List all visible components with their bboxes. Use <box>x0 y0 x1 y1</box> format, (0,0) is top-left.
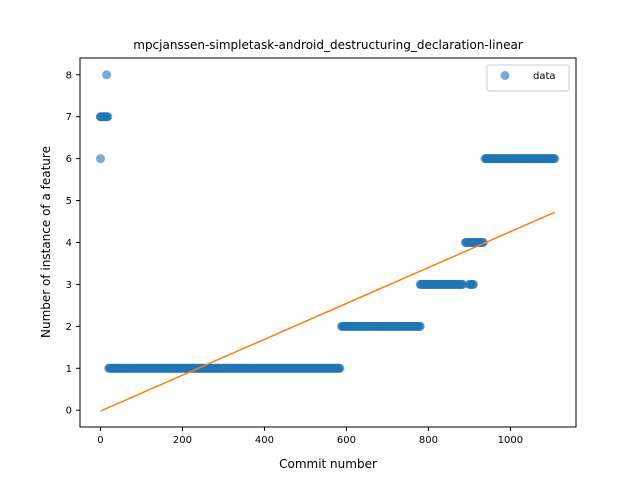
y-tick-label: 1 <box>66 364 72 375</box>
x-tick-label: 200 <box>173 435 192 446</box>
data-point <box>550 154 560 164</box>
y-tick-label: 7 <box>66 112 72 123</box>
plot-frame <box>79 57 577 428</box>
data-point <box>95 154 105 164</box>
y-tick-label: 3 <box>66 280 72 291</box>
x-tick-label: 0 <box>97 435 103 446</box>
data-point <box>458 279 468 289</box>
y-tick-label: 8 <box>66 70 72 81</box>
x-axis-label: Commit number <box>279 457 377 471</box>
y-axis-label: Number of instance of a feature <box>39 146 53 338</box>
plot-area <box>95 70 560 412</box>
y-tick-label: 4 <box>66 238 72 249</box>
y-tick-label: 5 <box>66 196 72 207</box>
x-tick-label: 400 <box>255 435 274 446</box>
x-tick-label: 600 <box>337 435 356 446</box>
data-point <box>335 363 345 373</box>
data-point <box>103 112 113 122</box>
legend-marker-data <box>500 71 510 80</box>
data-point <box>415 321 425 331</box>
x-axis-ticks: 0 200 400 600 800 1000 <box>97 427 523 446</box>
data-point <box>469 279 479 289</box>
fit-line <box>100 211 555 412</box>
y-tick-label: 6 <box>66 154 72 165</box>
y-tick-label: 2 <box>66 322 72 333</box>
data-point <box>102 70 112 80</box>
y-axis-ticks: 0 1 2 3 4 5 6 7 8 <box>66 70 80 417</box>
x-tick-label: 800 <box>419 435 438 446</box>
legend: data <box>486 64 570 92</box>
data-series <box>95 70 560 373</box>
chart-title: mpcjanssen-simpletask-android_destructur… <box>133 38 523 52</box>
y-tick-label: 0 <box>66 406 72 417</box>
legend-box <box>486 64 570 92</box>
legend-label-data: data <box>533 71 556 82</box>
x-tick-label: 1000 <box>498 435 523 446</box>
